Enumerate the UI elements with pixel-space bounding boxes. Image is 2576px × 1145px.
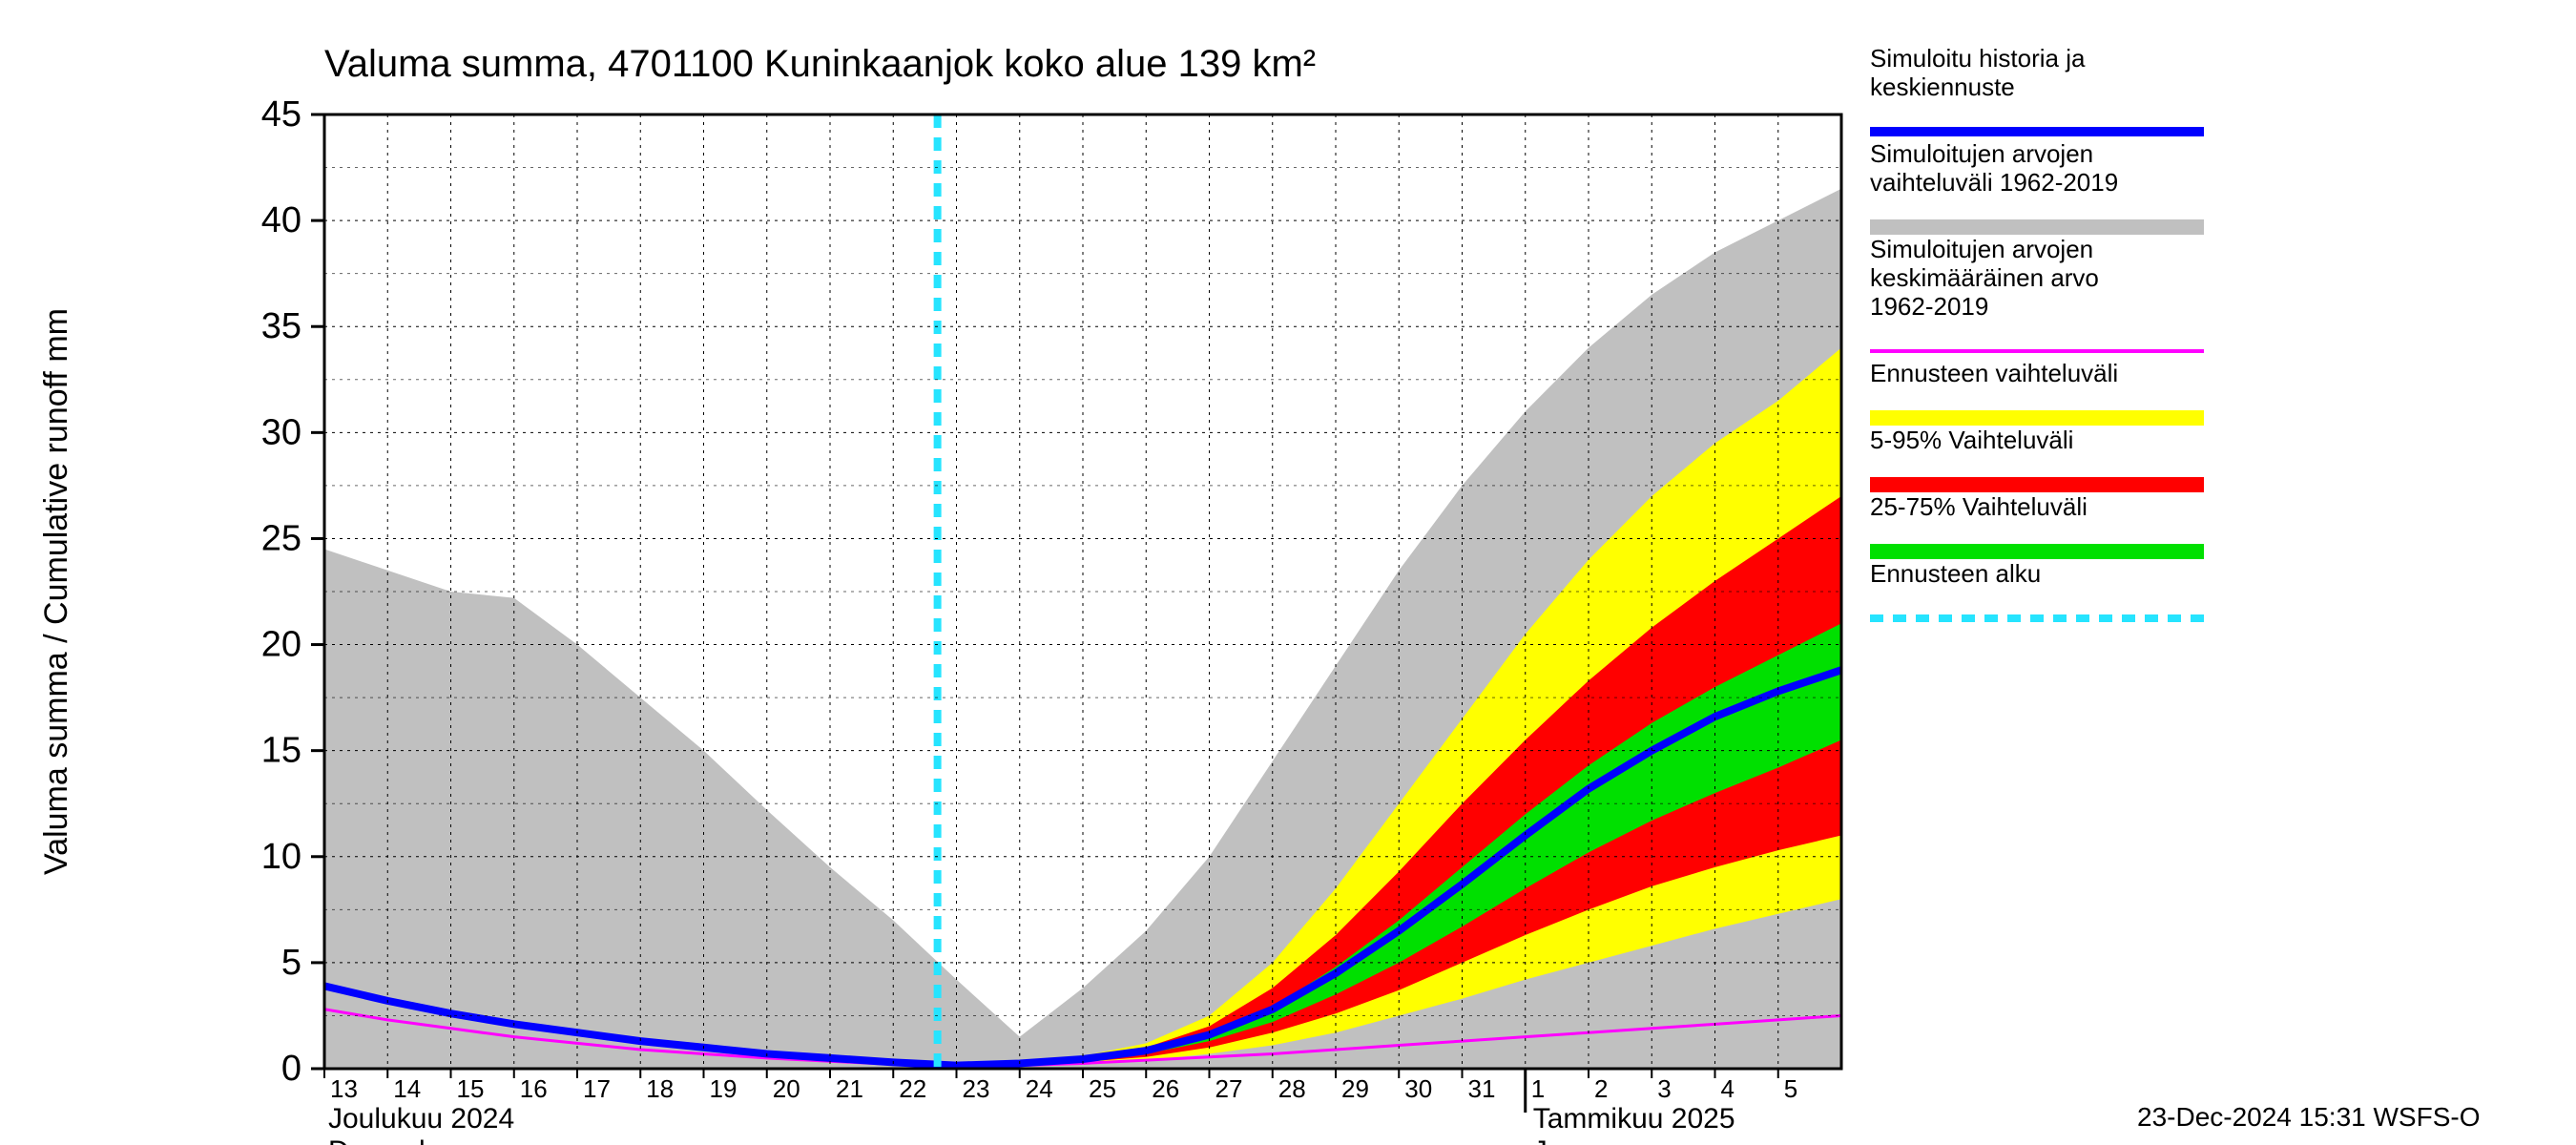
svg-text:Simuloitujen arvojen: Simuloitujen arvojen (1870, 139, 2093, 168)
svg-text:Valuma summa, 4701100 Kuninkaa: Valuma summa, 4701100 Kuninkaanjok koko … (324, 43, 1316, 85)
svg-text:16: 16 (520, 1074, 548, 1103)
svg-text:26: 26 (1152, 1074, 1179, 1103)
runoff-chart: 0510152025303540451314151617181920212223… (0, 0, 2576, 1145)
svg-text:1: 1 (1531, 1074, 1545, 1103)
svg-text:keskimääräinen arvo: keskimääräinen arvo (1870, 263, 2099, 292)
svg-text:2: 2 (1594, 1074, 1608, 1103)
svg-text:23: 23 (963, 1074, 990, 1103)
svg-text:5-95% Vaihteluväli: 5-95% Vaihteluväli (1870, 426, 2073, 454)
svg-text:22: 22 (899, 1074, 926, 1103)
svg-text:3: 3 (1657, 1074, 1671, 1103)
svg-text:18: 18 (646, 1074, 674, 1103)
svg-text:30: 30 (1404, 1074, 1432, 1103)
svg-text:24: 24 (1026, 1074, 1053, 1103)
svg-text:35: 35 (261, 306, 301, 346)
svg-text:21: 21 (836, 1074, 863, 1103)
svg-text:20: 20 (261, 625, 301, 665)
svg-text:4: 4 (1721, 1074, 1735, 1103)
svg-text:Valuma summa / Cumulative runo: Valuma summa / Cumulative runoff mm (38, 308, 74, 875)
svg-text:Ennusteen alku: Ennusteen alku (1870, 559, 2041, 588)
svg-text:25: 25 (1089, 1074, 1116, 1103)
svg-text:15: 15 (457, 1074, 485, 1103)
svg-text:25: 25 (261, 518, 301, 558)
svg-text:14: 14 (393, 1074, 421, 1103)
svg-text:27: 27 (1215, 1074, 1243, 1103)
svg-text:January: January (1533, 1135, 1635, 1145)
svg-text:30: 30 (261, 412, 301, 452)
svg-text:vaihteluväli 1962-2019: vaihteluväli 1962-2019 (1870, 168, 2118, 197)
svg-text:Simuloitujen arvojen: Simuloitujen arvojen (1870, 235, 2093, 263)
svg-text:31: 31 (1468, 1074, 1496, 1103)
svg-text:0: 0 (281, 1049, 301, 1089)
svg-text:1962-2019: 1962-2019 (1870, 292, 1988, 321)
svg-text:20: 20 (773, 1074, 800, 1103)
svg-text:Tammikuu 2025: Tammikuu 2025 (1533, 1103, 1735, 1135)
svg-text:Joulukuu 2024: Joulukuu 2024 (328, 1103, 514, 1135)
svg-text:5: 5 (1784, 1074, 1797, 1103)
svg-text:10: 10 (261, 837, 301, 877)
svg-text:19: 19 (710, 1074, 737, 1103)
svg-text:5: 5 (281, 943, 301, 983)
svg-text:Ennusteen vaihteluväli: Ennusteen vaihteluväli (1870, 359, 2118, 387)
svg-text:15: 15 (261, 731, 301, 771)
svg-text:40: 40 (261, 200, 301, 240)
chart-container: 0510152025303540451314151617181920212223… (0, 0, 2576, 1145)
svg-text:23-Dec-2024 15:31 WSFS-O: 23-Dec-2024 15:31 WSFS-O (2137, 1102, 2481, 1132)
svg-text:45: 45 (261, 94, 301, 135)
svg-text:December: December (328, 1135, 460, 1145)
svg-text:17: 17 (583, 1074, 611, 1103)
svg-text:25-75% Vaihteluväli: 25-75% Vaihteluväli (1870, 492, 2088, 521)
svg-text:28: 28 (1278, 1074, 1306, 1103)
svg-text:Simuloitu historia ja: Simuloitu historia ja (1870, 44, 2086, 73)
svg-text:13: 13 (330, 1074, 358, 1103)
svg-text:keskiennuste: keskiennuste (1870, 73, 2015, 101)
svg-text:29: 29 (1341, 1074, 1369, 1103)
